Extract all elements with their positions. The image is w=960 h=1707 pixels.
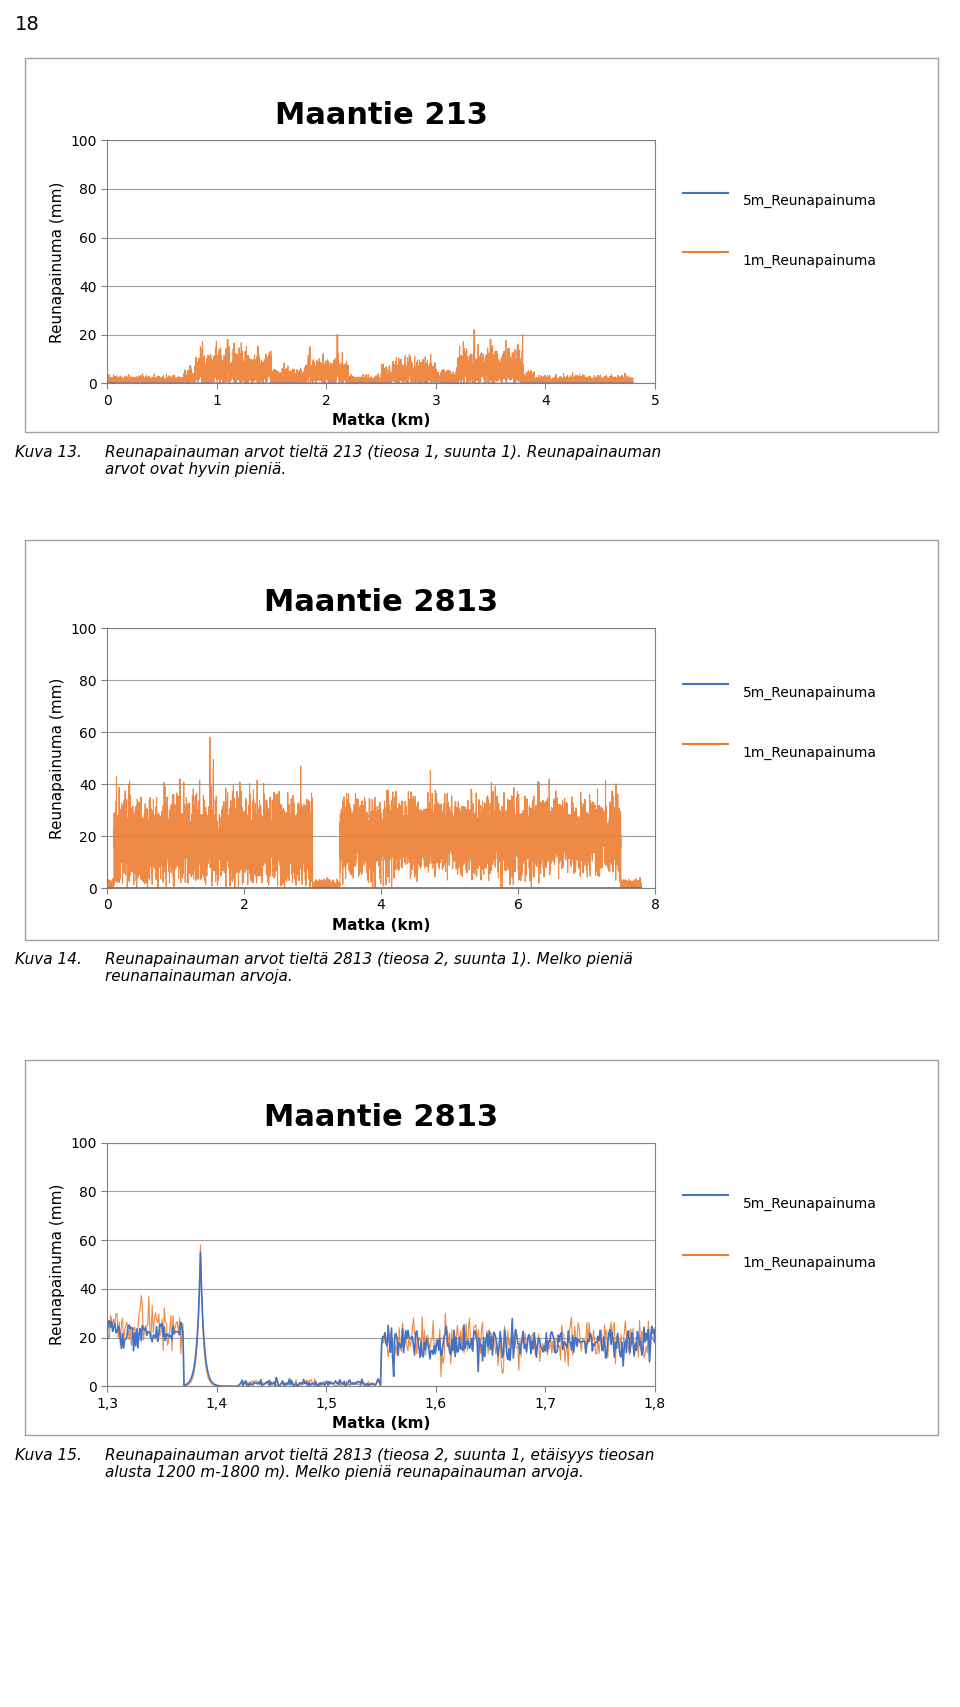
5m_Reunapainuma <box>553 1325 564 1345</box>
Y-axis label: Reunapainuma (mm): Reunapainuma (mm) <box>50 1183 65 1345</box>
Y-axis label: Reunapainuma (mm): Reunapainuma (mm) <box>50 678 65 838</box>
Text: 5m_Reunapainuma: 5m_Reunapainuma <box>743 686 876 700</box>
1m_Reunapainuma <box>367 1372 378 1393</box>
1m_Reunapainuma <box>627 367 638 387</box>
Text: Reunapainauman arvot tieltä 2813 (tieosa 2, suunta 1). Melko pieniä
reunапainaum: Reunapainauman arvot tieltä 2813 (tieosa… <box>105 953 633 985</box>
1m_Reunapainuma <box>636 874 647 894</box>
5m_Reunapainuma <box>364 1374 375 1395</box>
5m_Reunapainuma <box>638 1318 650 1338</box>
X-axis label: Matka (km): Matka (km) <box>332 1417 430 1430</box>
Text: 1m_Reunapainuma: 1m_Reunapainuma <box>743 1256 876 1270</box>
5m_Reunapainuma <box>649 1331 660 1352</box>
Line: 5m_Reunapainuma: 5m_Reunapainuma <box>108 1253 655 1386</box>
1m_Reunapainuma <box>315 877 326 898</box>
5m_Reunapainuma <box>187 877 199 898</box>
1m_Reunapainuma <box>232 1376 244 1396</box>
Line: 1m_Reunapainuma: 1m_Reunapainuma <box>108 329 633 384</box>
Text: 18: 18 <box>15 15 39 34</box>
1m_Reunapainuma <box>187 799 199 819</box>
Line: 1m_Reunapainuma: 1m_Reunapainuma <box>108 737 641 888</box>
Text: 5m_Reunapainuma: 5m_Reunapainuma <box>743 1197 876 1210</box>
Text: 1m_Reunapainuma: 1m_Reunapainuma <box>743 746 876 760</box>
1m_Reunapainuma <box>149 809 160 830</box>
X-axis label: Matka (km): Matka (km) <box>332 413 430 428</box>
Text: Kuva 15.: Kuva 15. <box>15 1448 82 1463</box>
5m_Reunapainuma <box>102 877 113 898</box>
Y-axis label: Reunapainuma (mm): Reunapainuma (mm) <box>50 181 65 343</box>
Text: 1m_Reunapainuma: 1m_Reunapainuma <box>743 254 876 268</box>
Text: Reunapainauman arvot tieltä 2813 (tieosa 2, suunta 1, etäisyys tieosan
alusta 12: Reunapainauman arvot tieltä 2813 (tieosa… <box>105 1448 655 1480</box>
Text: Reunapainauman arvot tieltä 213 (tieosa 1, suunta 1). Reunapainauman
arvot ovat : Reunapainauman arvot tieltä 213 (tieosa … <box>105 446 661 478</box>
5m_Reunapainuma <box>232 1376 244 1396</box>
5m_Reunapainuma <box>408 374 420 394</box>
Title: Maantie 2813: Maantie 2813 <box>264 1103 498 1132</box>
1m_Reunapainuma <box>553 1337 564 1357</box>
1m_Reunapainuma <box>422 360 434 381</box>
1m_Reunapainuma <box>204 727 215 748</box>
5m_Reunapainuma <box>102 374 113 394</box>
5m_Reunapainuma <box>303 374 315 394</box>
Line: 1m_Reunapainuma: 1m_Reunapainuma <box>108 1244 655 1386</box>
1m_Reunapainuma <box>195 1234 206 1255</box>
1m_Reunapainuma <box>370 795 381 816</box>
1m_Reunapainuma <box>120 370 132 391</box>
1m_Reunapainuma <box>324 872 335 893</box>
5m_Reunapainuma <box>348 374 360 394</box>
5m_Reunapainuma <box>422 374 434 394</box>
1m_Reunapainuma <box>364 1374 375 1395</box>
5m_Reunapainuma <box>102 1328 113 1349</box>
5m_Reunapainuma <box>370 877 381 898</box>
X-axis label: Matka (km): Matka (km) <box>332 918 430 934</box>
5m_Reunapainuma <box>448 877 460 898</box>
5m_Reunapainuma <box>367 1374 378 1395</box>
1m_Reunapainuma <box>102 369 113 389</box>
1m_Reunapainuma <box>303 365 315 386</box>
5m_Reunapainuma <box>400 1321 412 1342</box>
1m_Reunapainuma <box>503 355 515 376</box>
5m_Reunapainuma <box>636 877 647 898</box>
1m_Reunapainuma <box>102 874 113 894</box>
1m_Reunapainuma <box>408 364 420 384</box>
5m_Reunapainuma <box>120 374 132 394</box>
1m_Reunapainuma <box>430 1338 442 1359</box>
5m_Reunapainuma <box>502 374 514 394</box>
Text: 5m_Reunapainuma: 5m_Reunapainuma <box>743 195 876 208</box>
Text: Kuva 14.: Kuva 14. <box>15 953 82 966</box>
1m_Reunapainuma <box>638 1347 650 1367</box>
5m_Reunapainuma <box>489 877 500 898</box>
1m_Reunapainuma <box>468 319 479 340</box>
Title: Maantie 213: Maantie 213 <box>275 101 488 130</box>
1m_Reunapainuma <box>649 1318 660 1338</box>
Title: Maantie 2813: Maantie 2813 <box>264 589 498 618</box>
5m_Reunapainuma <box>430 1343 442 1364</box>
1m_Reunapainuma <box>102 1321 113 1342</box>
1m_Reunapainuma <box>400 1326 412 1347</box>
Text: Kuva 13.: Kuva 13. <box>15 446 82 459</box>
1m_Reunapainuma <box>489 823 500 843</box>
5m_Reunapainuma <box>195 1243 206 1263</box>
1m_Reunapainuma <box>348 367 360 387</box>
5m_Reunapainuma <box>627 374 638 394</box>
1m_Reunapainuma <box>448 843 460 864</box>
5m_Reunapainuma <box>324 877 335 898</box>
1m_Reunapainuma <box>371 374 382 394</box>
5m_Reunapainuma <box>149 877 160 898</box>
